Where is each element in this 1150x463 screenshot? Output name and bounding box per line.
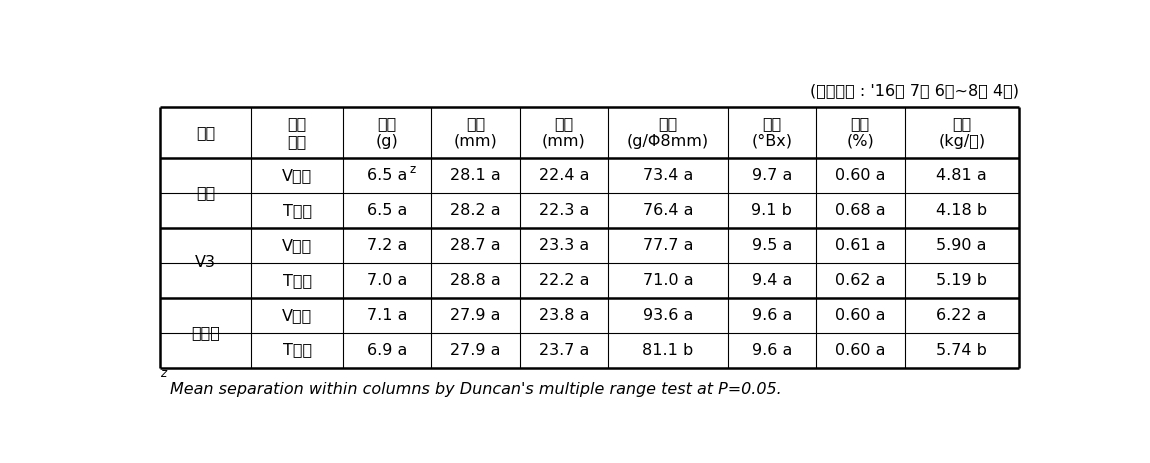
Text: 7.1 a: 7.1 a	[367, 307, 407, 323]
Text: 5.90 a: 5.90 a	[936, 238, 987, 253]
Text: 28.7 a: 28.7 a	[450, 238, 500, 253]
Text: 유인
방법: 유인 방법	[288, 116, 307, 149]
Text: V3: V3	[196, 255, 216, 270]
Text: 9.7 a: 9.7 a	[752, 168, 792, 183]
Text: 7.0 a: 7.0 a	[367, 273, 407, 288]
Text: 6.22 a: 6.22 a	[936, 307, 987, 323]
Text: V자형: V자형	[282, 168, 312, 183]
Text: 9.6 a: 9.6 a	[752, 343, 792, 357]
Text: 당도
(°Bx): 당도 (°Bx)	[751, 116, 792, 149]
Text: 27.9 a: 27.9 a	[451, 343, 500, 357]
Text: T자형: T자형	[283, 343, 312, 357]
Text: z: z	[160, 368, 166, 381]
Text: 81.1 b: 81.1 b	[643, 343, 693, 357]
Text: 73.4 a: 73.4 a	[643, 168, 693, 183]
Text: 9.1 b: 9.1 b	[751, 203, 792, 218]
Text: 0.68 a: 0.68 a	[835, 203, 886, 218]
Text: 23.7 a: 23.7 a	[538, 343, 589, 357]
Text: T자형: T자형	[283, 273, 312, 288]
Text: Mean separation within columns by Duncan's multiple range test at P=0.05.: Mean separation within columns by Duncan…	[170, 382, 782, 397]
Text: 슈퍼: 슈퍼	[196, 185, 215, 200]
Text: 9.5 a: 9.5 a	[752, 238, 792, 253]
Text: 7.2 a: 7.2 a	[367, 238, 407, 253]
Text: 경도
(g/Φ8mm): 경도 (g/Φ8mm)	[627, 116, 708, 149]
Text: z: z	[409, 163, 415, 175]
Text: 6.9 a: 6.9 a	[367, 343, 407, 357]
Text: V자형: V자형	[282, 307, 312, 323]
Text: 22.4 a: 22.4 a	[538, 168, 589, 183]
Text: 산도
(%): 산도 (%)	[846, 116, 874, 149]
Text: 22.2 a: 22.2 a	[538, 273, 589, 288]
Text: 메이플: 메이플	[191, 325, 220, 340]
Text: 0.61 a: 0.61 a	[835, 238, 886, 253]
Text: 0.60 a: 0.60 a	[835, 168, 886, 183]
Text: 0.60 a: 0.60 a	[835, 343, 886, 357]
Text: 28.8 a: 28.8 a	[450, 273, 501, 288]
Text: 76.4 a: 76.4 a	[643, 203, 693, 218]
Text: 22.3 a: 22.3 a	[538, 203, 589, 218]
Text: 과장
(mm): 과장 (mm)	[453, 116, 497, 149]
Text: 23.3 a: 23.3 a	[538, 238, 589, 253]
Text: 4.81 a: 4.81 a	[936, 168, 987, 183]
Text: 4.18 b: 4.18 b	[936, 203, 988, 218]
Text: 6.5 a: 6.5 a	[367, 168, 407, 183]
Text: 과경
(mm): 과경 (mm)	[542, 116, 585, 149]
Text: 23.8 a: 23.8 a	[538, 307, 589, 323]
Text: 9.4 a: 9.4 a	[752, 273, 792, 288]
Text: 71.0 a: 71.0 a	[643, 273, 693, 288]
Text: 28.1 a: 28.1 a	[450, 168, 501, 183]
Text: 품종: 품종	[196, 125, 215, 140]
Text: 0.62 a: 0.62 a	[835, 273, 886, 288]
Text: T자형: T자형	[283, 203, 312, 218]
Text: 5.74 b: 5.74 b	[936, 343, 987, 357]
Text: 28.2 a: 28.2 a	[450, 203, 500, 218]
Text: 0.60 a: 0.60 a	[835, 307, 886, 323]
Text: 93.6 a: 93.6 a	[643, 307, 693, 323]
Text: V자형: V자형	[282, 238, 312, 253]
Text: (조사기간 : '16년 7월 6일~8월 4일): (조사기간 : '16년 7월 6일~8월 4일)	[810, 83, 1019, 98]
Text: 6.5 a: 6.5 a	[367, 203, 407, 218]
Text: 9.6 a: 9.6 a	[752, 307, 792, 323]
Text: 77.7 a: 77.7 a	[643, 238, 693, 253]
Text: 수량
(kg/주): 수량 (kg/주)	[938, 116, 986, 149]
Text: 27.9 a: 27.9 a	[451, 307, 500, 323]
Text: 5.19 b: 5.19 b	[936, 273, 987, 288]
Text: 과중
(g): 과중 (g)	[376, 116, 398, 149]
